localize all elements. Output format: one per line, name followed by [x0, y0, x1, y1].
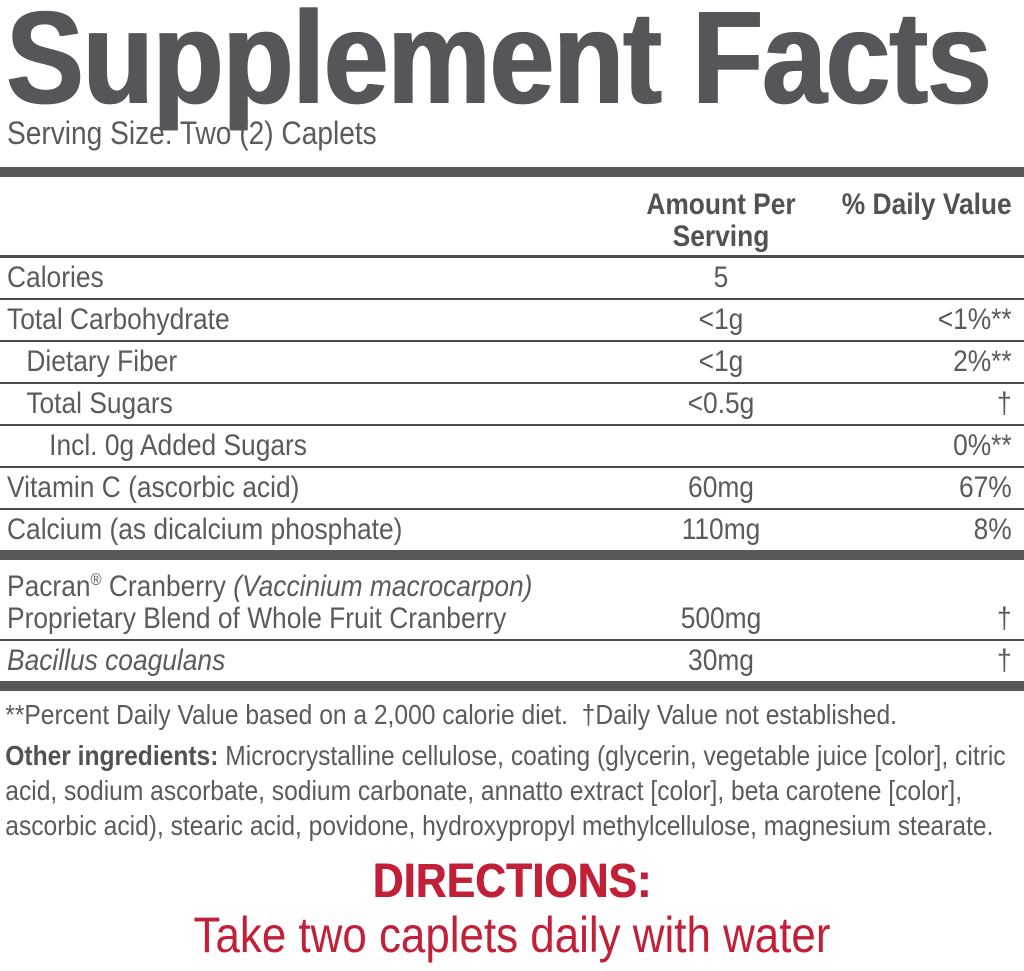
table-row-total-sugars: Total Sugars <0.5g † [0, 384, 1024, 426]
nutrient-daily-value: 0%** [953, 429, 1012, 462]
nutrient-amount: <1g [698, 345, 744, 378]
nutrient-amount: <0.5g [687, 387, 755, 420]
table-row-total-carbohydrate: Total Carbohydrate <1g <1%** [0, 300, 1024, 342]
nutrient-name: Vitamin C (ascorbic acid) [7, 471, 300, 504]
table-row-bacillus-coagulans: Bacillus coagulans 30mg † [0, 641, 1024, 681]
directions-heading: DIRECTIONS: [372, 855, 652, 908]
daily-value-footnote: **Percent Daily Value based on a 2,000 c… [5, 699, 897, 730]
nutrient-daily-value [831, 262, 1024, 294]
directions-text: Take two caplets daily with water [193, 907, 831, 963]
table-row-calcium: Calcium (as dicalcium phosphate) 110mg 8… [0, 510, 1024, 550]
serving-size: Serving Size: Two (2) Caplets [7, 115, 377, 151]
directions-section: DIRECTIONS: Take two caplets daily with … [0, 855, 1024, 963]
table-row-calories: Calories 5 [0, 258, 1024, 300]
col-header-daily-value: % Daily Value [841, 188, 1012, 221]
nutrient-daily-value: <1%** [937, 303, 1012, 336]
nutrient-amount: <1g [698, 303, 744, 336]
nutrient-name: Calcium (as dicalcium phosphate) [7, 513, 403, 546]
other-ingredients-label: Other ingredients: [5, 740, 219, 771]
nutrient-name: Total Carbohydrate [7, 303, 230, 336]
nutrient-amount [611, 430, 831, 462]
divider-thick-mid [0, 550, 1024, 560]
col-header-amount: Amount Per Serving [646, 188, 796, 253]
nutrient-amount: 30mg [688, 644, 754, 677]
latin-name: (Vaccinium macrocarpon) [233, 570, 533, 603]
table-row-cranberry-blend: Pacran® Cranberry (Vaccinium macrocarpon… [0, 560, 1024, 641]
table-row-vitamin-c: Vitamin C (ascorbic acid) 60mg 67% [0, 468, 1024, 510]
divider-thick-bottom [0, 681, 1024, 691]
col-header-blank [0, 189, 611, 253]
nutrient-name: Dietary Fiber [26, 345, 178, 378]
table-row-dietary-fiber: Dietary Fiber <1g 2%** [0, 342, 1024, 384]
nutrient-daily-value: 2%** [953, 345, 1012, 378]
table-header-row: Amount Per Serving % Daily Value [0, 177, 1024, 258]
nutrient-amount: 500mg [680, 602, 762, 635]
nutrient-name-mid: Cranberry [101, 570, 234, 603]
nutrient-daily-value: † [997, 644, 1012, 677]
nutrient-name: Pacran® Cranberry (Vaccinium macrocarpon… [0, 564, 1024, 603]
nutrient-name-line2: Proprietary Blend of Whole Fruit Cranber… [7, 602, 507, 635]
divider-thick-top [0, 167, 1024, 177]
brand-name: Pacran [7, 570, 91, 603]
registered-mark: ® [90, 570, 102, 589]
other-ingredients: Other ingredients: Microcrystalline cell… [0, 738, 1024, 843]
table-row-added-sugars: Incl. 0g Added Sugars 0%** [0, 426, 1024, 468]
nutrient-daily-value: 67% [958, 471, 1012, 504]
nutrient-daily-value: 8% [973, 513, 1012, 546]
page-title: Supplement Facts [5, 0, 990, 131]
other-ingredients-text: Microcrystalline cellulose, coating (gly… [5, 740, 1006, 841]
nutrient-amount: 5 [713, 261, 729, 294]
nutrient-amount: 110mg [681, 513, 761, 546]
nutrient-row-line2: Proprietary Blend of Whole Fruit Cranber… [0, 603, 1024, 635]
nutrient-amount: 60mg [688, 471, 754, 504]
nutrient-daily-value: † [997, 387, 1012, 420]
nutrient-name: Calories [7, 261, 104, 294]
nutrient-name: Total Sugars [26, 387, 173, 420]
nutrient-name: Bacillus coagulans [7, 644, 226, 677]
nutrient-name: Incl. 0g Added Sugars [49, 429, 307, 462]
nutrient-daily-value: † [997, 602, 1012, 635]
